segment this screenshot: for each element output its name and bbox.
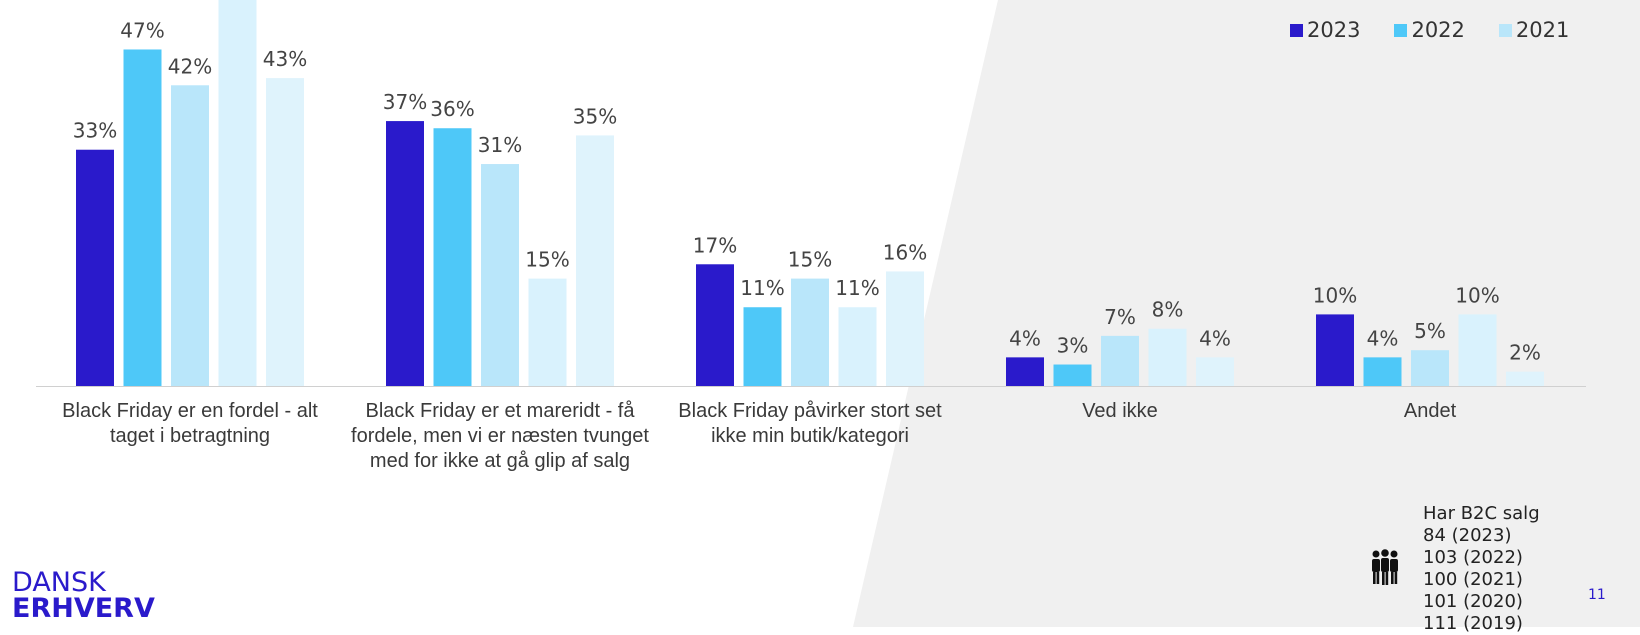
- data-label: 47%: [120, 18, 164, 42]
- bar: [1006, 357, 1044, 386]
- data-label: 33%: [73, 119, 117, 143]
- logo-line-1: DANSK: [12, 567, 106, 598]
- data-label: 11%: [740, 276, 784, 300]
- bar: [1101, 335, 1139, 386]
- logo-line-2: ERHVERV: [12, 593, 155, 624]
- bar: [1053, 364, 1092, 386]
- data-label: 4%: [1009, 326, 1041, 350]
- bar: [743, 307, 782, 386]
- legend-item: 2022: [1394, 18, 1465, 42]
- category-label: Black Friday er et mareridt - få fordele…: [351, 400, 649, 472]
- legend-swatch: [1290, 23, 1303, 37]
- respondent-title: Har B2C salg: [1423, 503, 1540, 524]
- data-label: 10%: [1455, 283, 1499, 307]
- bar: [886, 271, 924, 386]
- legend: 2023 2022 2021: [1290, 18, 1569, 42]
- bar: [576, 135, 614, 386]
- respondent-counts: Har B2C salg 84 (2023) 103 (2022) 100 (2…: [1423, 503, 1540, 635]
- data-label: 42%: [168, 54, 212, 78]
- data-label: 15%: [525, 248, 569, 272]
- bar: [1506, 371, 1544, 386]
- data-label: 8%: [1152, 298, 1184, 322]
- bar: [481, 164, 519, 386]
- data-label: 3%: [1057, 334, 1089, 358]
- data-label: 31%: [478, 133, 522, 157]
- category-label: Black Friday er en fordel - alt taget i …: [62, 400, 318, 447]
- category-label: Ved ikke: [1082, 400, 1158, 422]
- bar: [838, 307, 877, 386]
- people-icon: [1372, 549, 1398, 585]
- respondent-line: 84 (2023): [1423, 525, 1512, 546]
- respondent-line: 100 (2021): [1423, 569, 1523, 590]
- legend-item: 2023: [1290, 18, 1360, 42]
- bar: [791, 278, 829, 386]
- legend-label: 2022: [1411, 18, 1465, 42]
- bar: [528, 278, 567, 386]
- bar: [266, 78, 304, 387]
- data-label: 17%: [693, 233, 737, 257]
- respondent-line: 103 (2022): [1423, 547, 1523, 568]
- dansk-erhverv-logo: DANSK ERHVERV: [12, 567, 155, 624]
- data-label: 7%: [1104, 305, 1136, 329]
- bar: [433, 128, 472, 387]
- bar: [171, 85, 209, 386]
- bar: [1316, 314, 1354, 386]
- category-label: Black Friday påvirker stort set ikke min…: [678, 400, 942, 447]
- legend-swatch: [1498, 23, 1512, 37]
- page-number: 11: [1588, 587, 1606, 603]
- data-label: 4%: [1367, 326, 1399, 350]
- data-label: 15%: [788, 248, 832, 272]
- data-label: 4%: [1199, 326, 1231, 350]
- data-label: 10%: [1313, 283, 1357, 307]
- bar: [1411, 350, 1449, 386]
- category-label: Andet: [1403, 400, 1457, 422]
- legend-item: 2021: [1498, 18, 1570, 42]
- respondent-line: 111 (2019): [1423, 613, 1523, 634]
- bar: [386, 121, 424, 386]
- data-label: 35%: [573, 104, 617, 128]
- data-label: 36%: [430, 97, 474, 121]
- bar: [76, 149, 114, 386]
- bar: [123, 49, 162, 386]
- legend-label: 2021: [1515, 18, 1570, 42]
- bar: [1363, 357, 1402, 386]
- bar: [218, 0, 257, 387]
- data-label: 37%: [383, 90, 427, 114]
- bar: [1148, 328, 1187, 386]
- data-label: 16%: [883, 240, 927, 264]
- bar: [1458, 314, 1497, 386]
- data-label: 11%: [835, 276, 879, 300]
- data-label: 5%: [1414, 319, 1446, 343]
- legend-label: 2023: [1307, 18, 1361, 42]
- respondent-line: 101 (2020): [1423, 591, 1523, 612]
- bar: [696, 264, 734, 386]
- data-label: 43%: [263, 47, 307, 71]
- legend-swatch: [1394, 23, 1408, 37]
- bar: [1196, 357, 1234, 386]
- data-label: 2%: [1509, 341, 1541, 365]
